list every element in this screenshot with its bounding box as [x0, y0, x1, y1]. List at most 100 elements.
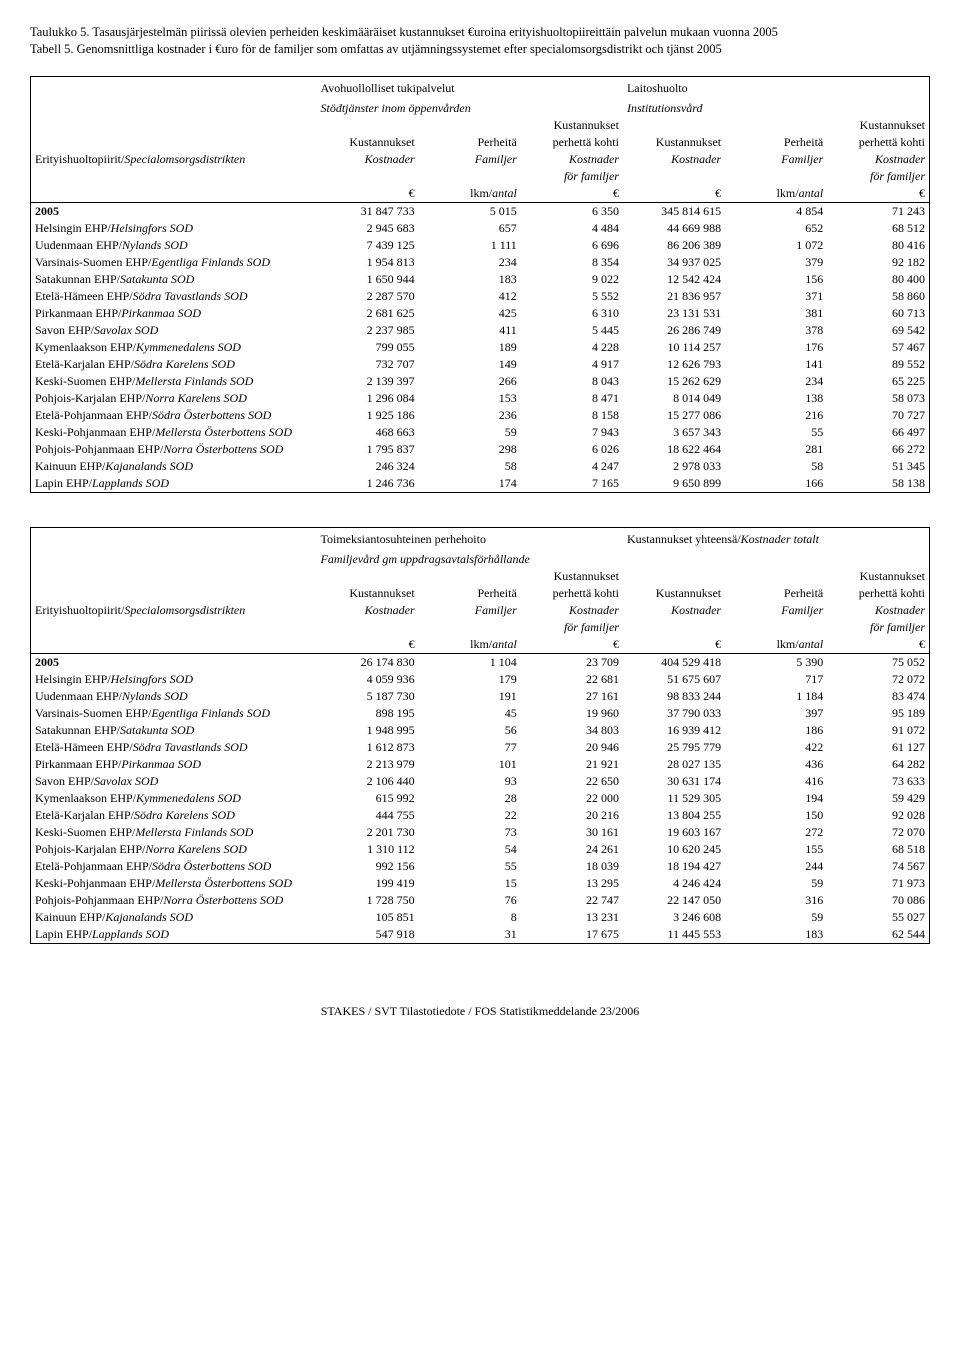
table-row: Kainuun EHP/Kajanalands SOD246 324584 24…: [31, 458, 930, 475]
cell-value: 11 529 305: [623, 790, 725, 807]
cell-value: 2 139 397: [317, 373, 419, 390]
cell-value: 1 728 750: [317, 892, 419, 909]
cell-value: 183: [419, 271, 521, 288]
cell-value: 69 542: [827, 322, 929, 339]
cell-value: 23 131 531: [623, 305, 725, 322]
table-row: Pohjois-Karjalan EHP/Norra Karelens SOD1…: [31, 841, 930, 858]
cell-value: 732 707: [317, 356, 419, 373]
cell-value: 74 567: [827, 858, 929, 875]
hdr-euro: €: [827, 636, 929, 654]
row-label: Kymenlaakson EHP/Kymmenedalens SOD: [31, 790, 317, 807]
cell-value: 799 055: [317, 339, 419, 356]
hdr-lkm: lkm/antal: [419, 185, 521, 203]
table-1: Avohuollolliset tukipalvelut Laitoshuolt…: [30, 76, 930, 493]
table-row: Pohjois-Pohjanmaan EHP/Norra Österbotten…: [31, 441, 930, 458]
table-row: Kymenlaakson EHP/Kymmenedalens SOD615 99…: [31, 790, 930, 807]
cell-value: 15 262 629: [623, 373, 725, 390]
title-fi: Taulukko 5. Tasausjärjestelmän piirissä …: [30, 24, 930, 41]
cell-value: 13 804 255: [623, 807, 725, 824]
cell-value: 66 497: [827, 424, 929, 441]
row-label: Pohjois-Karjalan EHP/Norra Karelens SOD: [31, 390, 317, 407]
cell-value: 70 086: [827, 892, 929, 909]
cell-value: 30 161: [521, 824, 623, 841]
cell-value: 191: [419, 688, 521, 705]
hdr-kostper: Kostnader: [827, 602, 929, 619]
table-row: Pirkanmaan EHP/Pirkanmaa SOD2 681 625425…: [31, 305, 930, 322]
cell-value: 93: [419, 773, 521, 790]
cell-value: 199 419: [317, 875, 419, 892]
cell-value: 1 925 186: [317, 407, 419, 424]
cell-value: 234: [419, 254, 521, 271]
cell-value: 1 612 873: [317, 739, 419, 756]
cell-value: 176: [725, 339, 827, 356]
hdr-euro: €: [827, 185, 929, 203]
cell-value: 266: [419, 373, 521, 390]
hdr-perh: Perheitä: [419, 585, 521, 602]
hdr-kust: Kustannukset: [827, 117, 929, 134]
cell-value: 11 445 553: [623, 926, 725, 944]
cell-value: 19 960: [521, 705, 623, 722]
cell-value: 92 182: [827, 254, 929, 271]
cell-value: 83 474: [827, 688, 929, 705]
cell-value: 6 310: [521, 305, 623, 322]
cell-value: 73 633: [827, 773, 929, 790]
cell-value: 55 027: [827, 909, 929, 926]
cell-value: 64 282: [827, 756, 929, 773]
cell-value: 179: [419, 671, 521, 688]
cell-value: 56: [419, 722, 521, 739]
cell-value: 17 675: [521, 926, 623, 944]
cell-value: 236: [419, 407, 521, 424]
cell-value: 95 189: [827, 705, 929, 722]
cell-value: 27 161: [521, 688, 623, 705]
cell-value: 15: [419, 875, 521, 892]
cell-value: 31 847 733: [317, 202, 419, 220]
row-label: Varsinais-Suomen EHP/Egentliga Finlands …: [31, 705, 317, 722]
t2-group1-sv: Familjevård gm uppdragsavtalsförhållande: [317, 548, 623, 568]
cell-value: 1 650 944: [317, 271, 419, 288]
table-row: Keski-Suomen EHP/Mellersta Finlands SOD2…: [31, 824, 930, 841]
cell-value: 80 400: [827, 271, 929, 288]
cell-value: 60 713: [827, 305, 929, 322]
cell-value: 28: [419, 790, 521, 807]
hdr-kust: Kustannukset: [521, 117, 623, 134]
cell-value: 72 072: [827, 671, 929, 688]
cell-value: 70 727: [827, 407, 929, 424]
table-row: Savon EHP/Savolax SOD2 237 9854115 44526…: [31, 322, 930, 339]
cell-value: 9 022: [521, 271, 623, 288]
cell-value: 51 675 607: [623, 671, 725, 688]
table-row: Helsingin EHP/Helsingfors SOD2 945 68365…: [31, 220, 930, 237]
cell-value: 5 187 730: [317, 688, 419, 705]
hdr-euro: €: [623, 185, 725, 203]
cell-value: 13 295: [521, 875, 623, 892]
cell-value: 652: [725, 220, 827, 237]
cell-value: 468 663: [317, 424, 419, 441]
cell-value: 89 552: [827, 356, 929, 373]
cell-value: 166: [725, 475, 827, 493]
table-row: Uudenmaan EHP/Nylands SOD7 439 1251 1116…: [31, 237, 930, 254]
table-row: Pirkanmaan EHP/Pirkanmaa SOD2 213 979101…: [31, 756, 930, 773]
hdr-euro: €: [521, 185, 623, 203]
cell-value: 345 814 615: [623, 202, 725, 220]
cell-value: 898 195: [317, 705, 419, 722]
hdr-fam: Familjer: [419, 602, 521, 619]
row-label: Etelä-Hämeen EHP/Södra Tavastlands SOD: [31, 739, 317, 756]
cell-value: 153: [419, 390, 521, 407]
hdr-kostper: Kostnader: [827, 151, 929, 168]
hdr-lkm: lkm/antal: [725, 636, 827, 654]
cell-value: 5 015: [419, 202, 521, 220]
cell-value: 1 104: [419, 653, 521, 671]
cell-value: 68 512: [827, 220, 929, 237]
cell-value: 92 028: [827, 807, 929, 824]
row-label: Keski-Suomen EHP/Mellersta Finlands SOD: [31, 373, 317, 390]
cell-value: 425: [419, 305, 521, 322]
row-label: Savon EHP/Savolax SOD: [31, 773, 317, 790]
hdr-forfam: för familjer: [521, 619, 623, 636]
cell-value: 28 027 135: [623, 756, 725, 773]
hdr-kostper: Kostnader: [521, 151, 623, 168]
cell-value: 657: [419, 220, 521, 237]
hdr-fam: Familjer: [725, 151, 827, 168]
hdr-kust: Kustannukset: [317, 585, 419, 602]
cell-value: 2 978 033: [623, 458, 725, 475]
cell-value: 6 350: [521, 202, 623, 220]
title-block: Taulukko 5. Tasausjärjestelmän piirissä …: [30, 24, 930, 58]
